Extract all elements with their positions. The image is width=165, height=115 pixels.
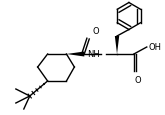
- Text: OH: OH: [149, 43, 162, 52]
- Text: O: O: [135, 75, 142, 84]
- Text: O: O: [92, 27, 99, 36]
- Text: NH: NH: [87, 50, 100, 59]
- Polygon shape: [115, 37, 119, 55]
- Polygon shape: [66, 52, 84, 57]
